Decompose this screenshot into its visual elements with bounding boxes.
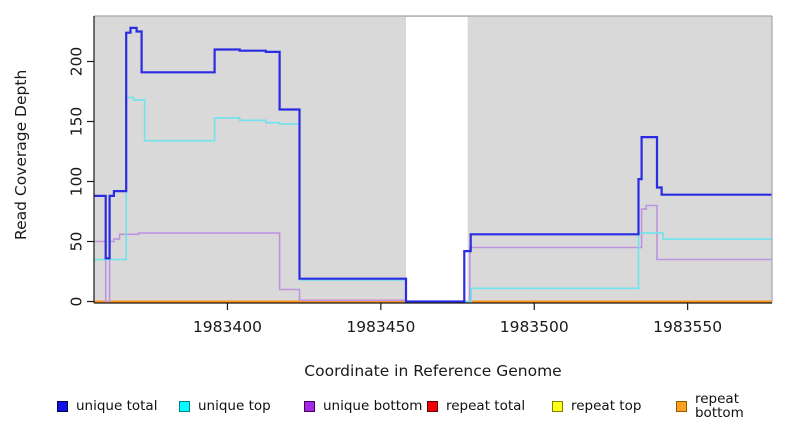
coverage-gap-region	[406, 17, 468, 303]
x-tick-label: 1983450	[346, 318, 415, 336]
y-axis-label: Read Coverage Depth	[12, 69, 30, 240]
y-tick-label: 200	[67, 47, 85, 77]
x-tick-label: 1983500	[500, 318, 569, 336]
x-tick-label: 1983550	[653, 318, 722, 336]
x-tick-label: 1983400	[193, 318, 262, 336]
y-tick-label: 100	[67, 167, 85, 197]
x-axis-label: Coordinate in Reference Genome	[304, 362, 562, 380]
series-line-unique-total	[94, 26, 772, 303]
series-lines	[94, 26, 772, 303]
y-tick-label: 50	[67, 232, 85, 252]
y-tick-label: 150	[67, 107, 85, 137]
y-tick-label: 0	[67, 297, 85, 307]
series-line-unique-top	[94, 96, 772, 303]
